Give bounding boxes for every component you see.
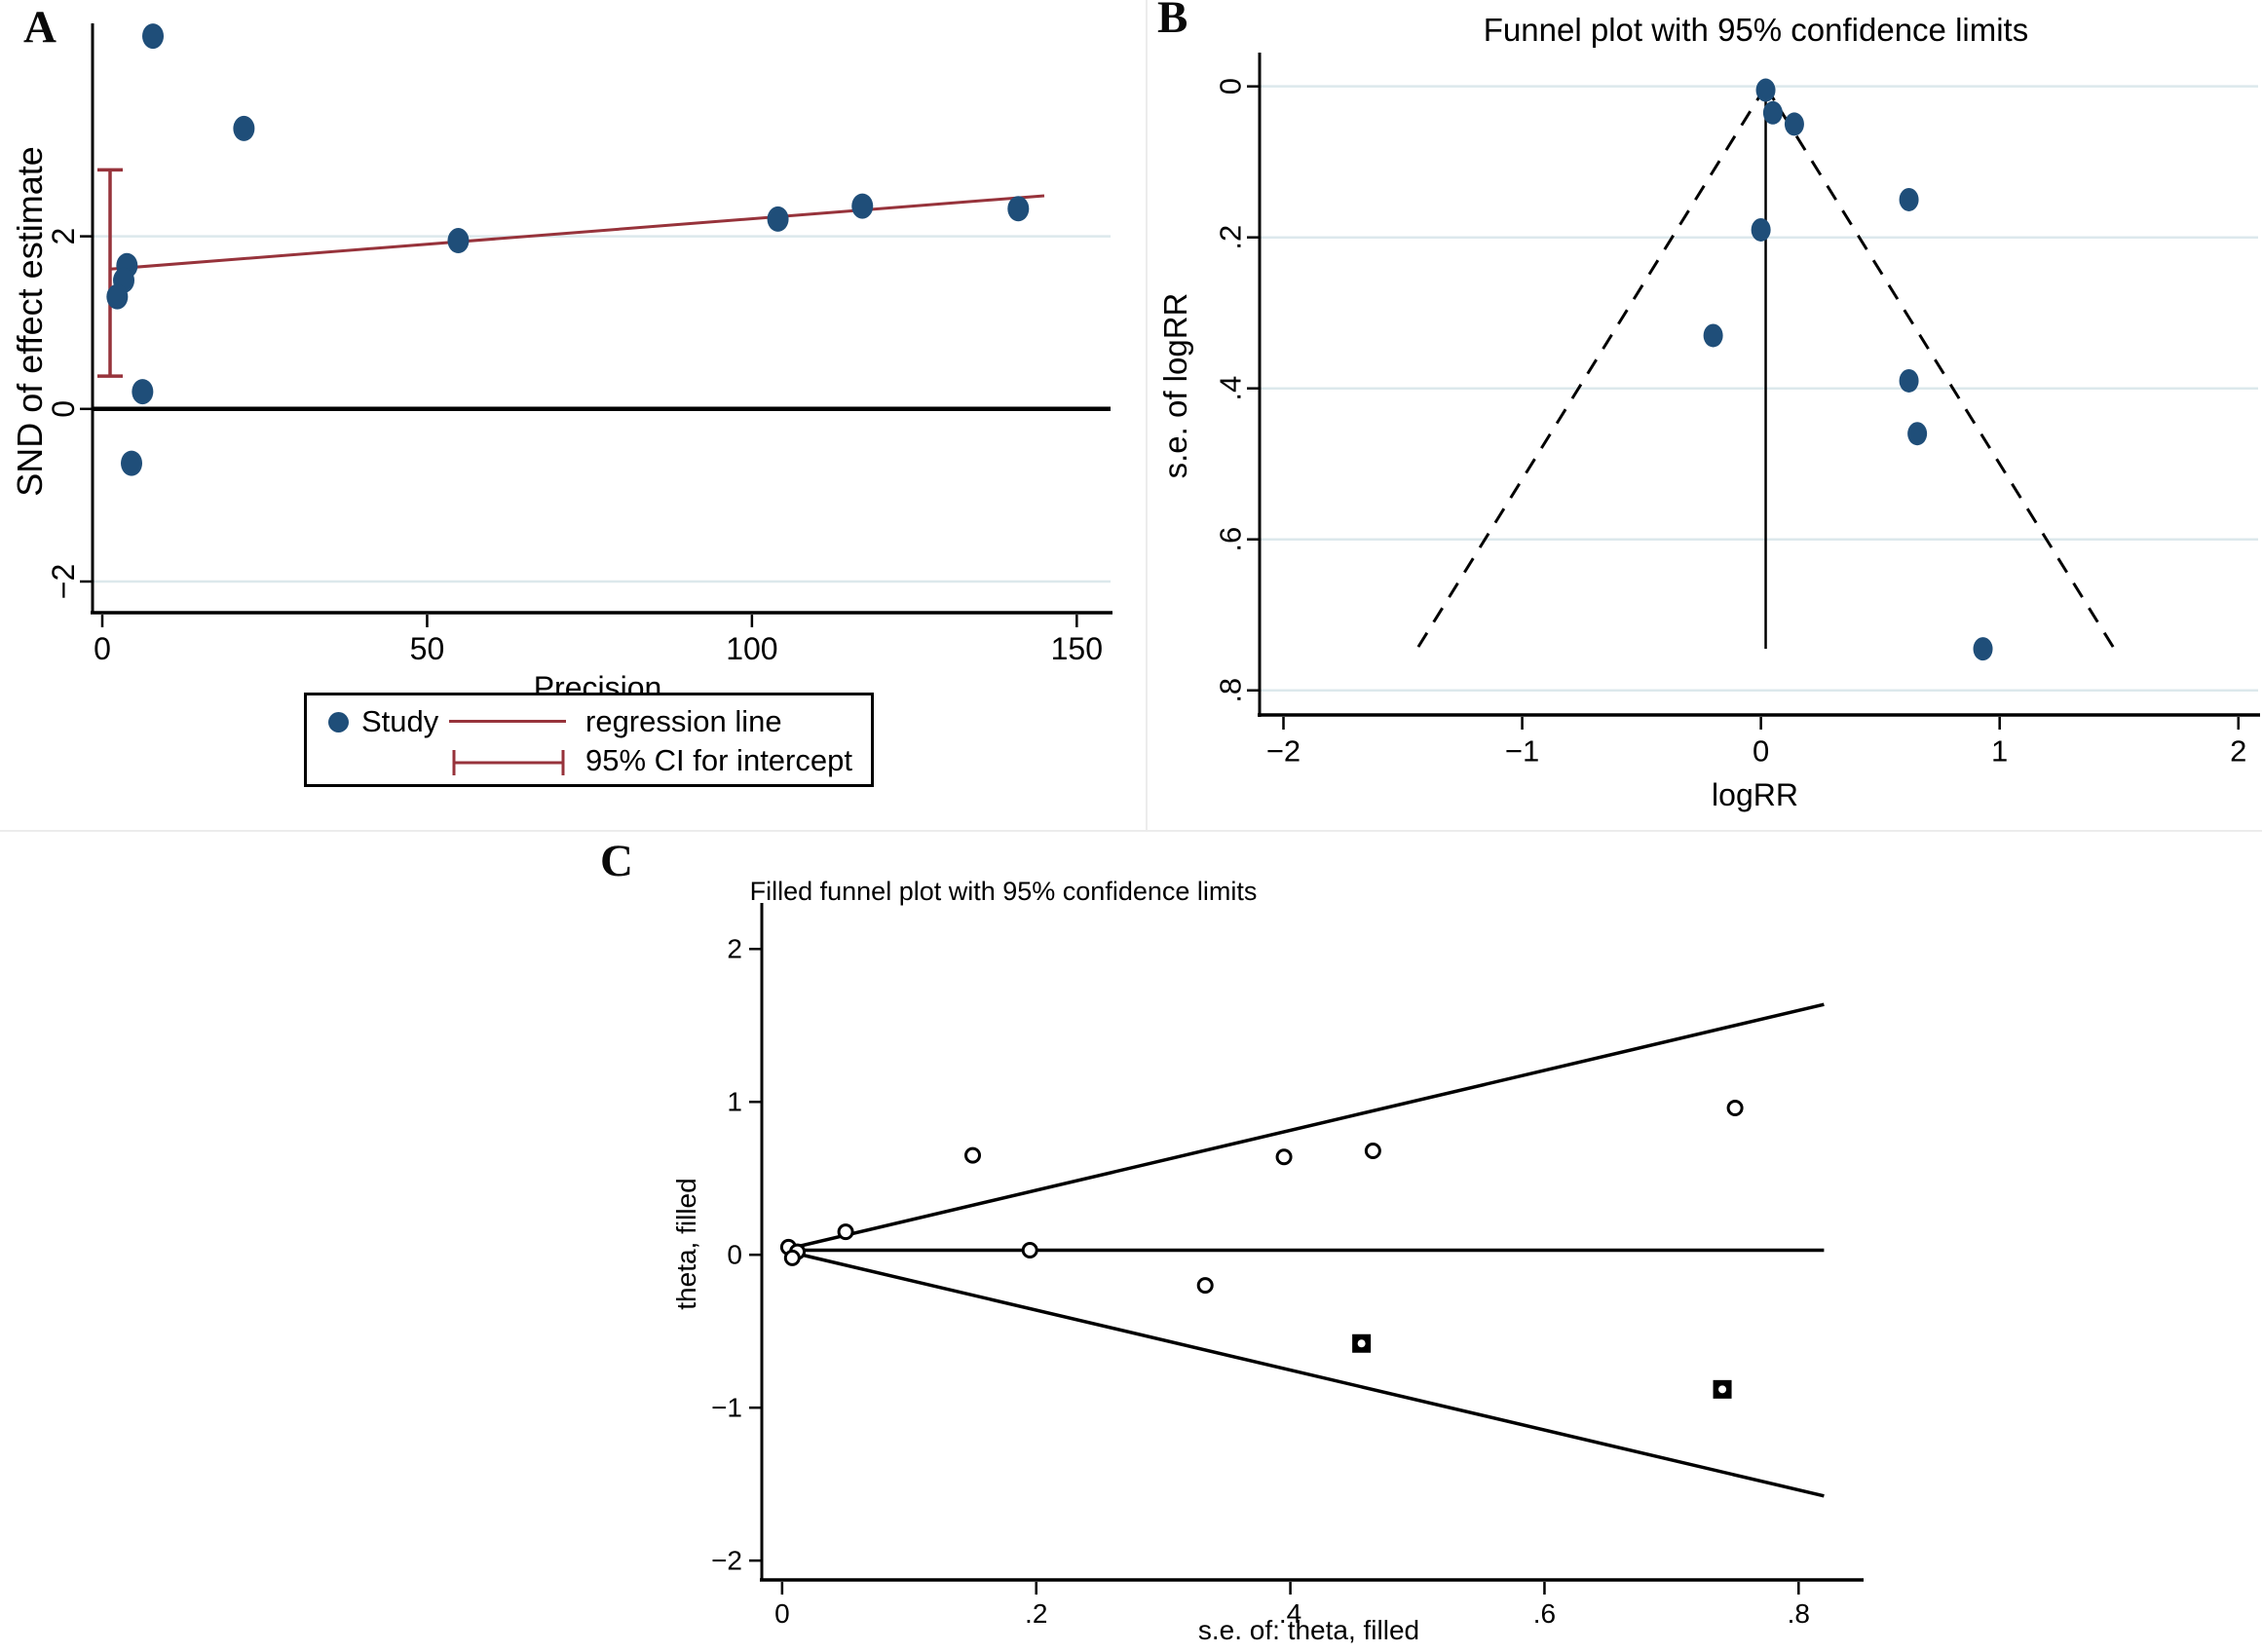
regression-line [109,194,1045,271]
study-point-a [121,450,143,476]
legend-box: Study regression line 95% CI for interce… [304,693,874,787]
observed-study-point-c [1275,1148,1293,1166]
study-point-a [132,379,154,405]
regression-line-icon [449,720,566,723]
x-tick-label-b: 1 [1991,733,2008,768]
imputed-square-dot-c [1718,1385,1727,1394]
y-tick-label-c: 1 [727,1087,742,1117]
panel-c-title: Filled funnel plot with 95% confidence l… [749,877,1258,906]
x-tick-label-b: 2 [2230,733,2246,768]
x-tick-label-a: 150 [1051,631,1103,666]
panel-b-yaxis-label: s.e. of logRR [1157,292,1193,479]
study-point-b [1755,78,1776,102]
panel-a-yaxis-label: SND of effect estimate [10,146,50,497]
study-point-b [1703,323,1723,348]
observed-study-point-c [1021,1241,1038,1258]
imputed-square-dot-c [1357,1339,1366,1348]
x-tick-label-c: .4 [1279,1598,1301,1629]
x-tick-label-b: −1 [1505,733,1539,768]
observed-study-point-c [1196,1277,1214,1295]
x-tick-label-c: .8 [1788,1598,1810,1629]
x-tick-label-a: 100 [726,631,777,666]
legend-study-label: Study [361,704,439,738]
ci-bar-icon [452,750,565,775]
study-dot-icon [328,712,349,732]
observed-study-point-c [783,1249,801,1266]
study-point-b [1973,637,1993,661]
study-point-b [1907,422,1928,446]
x-tick-label-c: .6 [1533,1598,1556,1629]
y-tick-label-a: 0 [46,400,81,418]
x-tick-label-b: 0 [1753,733,1769,768]
panel-b-xaxis-label: logRR [1712,777,1798,812]
study-point-a [233,115,255,141]
study-point-b [1784,112,1804,136]
panel-c-xaxis-label: s.e. of: theta, filled [1197,1615,1420,1645]
funnel-limit-left [1415,85,1767,650]
x-tick-label-c: 0 [774,1598,790,1629]
study-point-a [1007,196,1030,222]
x-tick-label-a: 0 [94,631,111,666]
panel-a-letter: A [23,2,57,53]
legend-ci-label: 95% CI for intercept [585,743,852,777]
observed-study-point-c [964,1146,982,1164]
y-tick-label-c: 2 [727,934,742,964]
y-tick-label-a: −2 [46,564,81,599]
study-point-b [1899,368,1919,393]
y-tick-label-c: 0 [727,1240,742,1270]
y-tick-label-b: .4 [1214,376,1248,401]
y-tick-label-b: .6 [1214,527,1248,552]
study-point-b [1762,100,1783,125]
study-point-a [106,283,129,310]
study-point-a [767,206,789,232]
study-point-b [1899,187,1919,211]
panel-c-letter: C [600,836,633,886]
study-point-a [142,23,165,50]
study-point-b [1751,217,1771,242]
panel-c-yaxis-label: theta, filled [671,1178,701,1310]
y-tick-label-c: −2 [711,1546,742,1576]
y-tick-label-b: .2 [1214,225,1248,250]
panel-b-title: Funnel plot with 95% confidence limits [1483,12,2029,48]
y-tick-label-a: 2 [46,228,81,245]
funnel-limit-upper-c [781,1002,1825,1253]
x-tick-label-c: .2 [1025,1598,1047,1629]
legend-regression-label: regression line [585,704,782,738]
y-tick-label-b: .8 [1214,678,1248,703]
study-point-a [447,228,470,254]
observed-study-point-c [837,1223,854,1241]
panel-b-letter: B [1157,0,1188,43]
x-tick-label-a: 50 [410,631,445,666]
study-point-a [851,193,874,219]
observed-study-point-c [1726,1100,1744,1117]
y-tick-label-b: 0 [1214,78,1248,94]
y-tick-label-c: −1 [711,1393,742,1423]
observed-study-point-c [1364,1142,1381,1159]
funnel-limit-lower-c [781,1248,1825,1498]
funnel-limit-right [1764,85,2116,650]
x-tick-label-b: −2 [1266,733,1301,768]
